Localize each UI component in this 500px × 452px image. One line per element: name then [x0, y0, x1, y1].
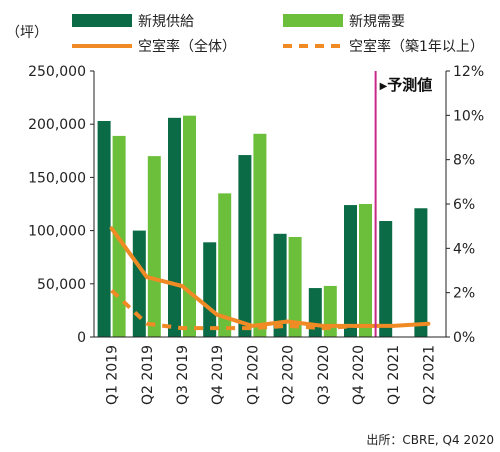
left-axis-unit: （坪）: [6, 25, 48, 41]
legend-label: 新規需要: [349, 14, 405, 30]
forecast-label: ▶予測値: [380, 76, 433, 94]
bar-新規需要: [253, 133, 267, 337]
legend-item-新規供給: 新規供給: [72, 14, 194, 30]
bar-新規供給: [414, 208, 428, 337]
x-tick-label: Q2 2019: [140, 345, 156, 405]
left-tick-label: 150,000: [28, 170, 86, 186]
right-tick-label: 8%: [453, 153, 475, 169]
x-tick-label: Q4 2019: [210, 345, 226, 405]
legend-label: 空室率（築1年以上）: [349, 38, 484, 55]
bar-新規供給: [203, 242, 217, 337]
source-note: 出所：CBRE, Q4 2020: [366, 433, 494, 447]
x-tick-label: Q3 2020: [316, 345, 332, 405]
right-tick-label: 12%: [453, 64, 484, 80]
x-tick-label: Q2 2020: [281, 345, 297, 405]
x-tick-label: Q2 2021: [421, 345, 437, 405]
legend-swatch: [283, 14, 343, 27]
line-空室率-築1年以上: [110, 288, 359, 331]
left-tick-label: 100,000: [28, 224, 86, 240]
x-tick-label: Q1 2020: [245, 345, 261, 405]
bar-series: [97, 115, 428, 338]
bar-新規供給: [238, 155, 252, 337]
bar-新規供給: [344, 205, 357, 337]
left-tick-label: 250,000: [28, 64, 86, 80]
x-tick-label: Q3 2019: [175, 345, 191, 405]
legend-item-空室率-全体: 空室率（全体）: [72, 38, 236, 55]
right-tick-label: 10%: [453, 108, 484, 124]
bar-新規需要: [147, 156, 161, 337]
forecast-label-text: 予測値: [387, 76, 432, 94]
left-tick-label: 0: [77, 330, 86, 346]
bar-新規供給: [379, 221, 393, 337]
legend-item-新規需要: 新規需要: [283, 14, 405, 30]
x-tick-label: Q1 2019: [105, 345, 121, 405]
bar-新規供給: [97, 121, 111, 338]
bar-新規需要: [288, 236, 302, 337]
x-tick-label: Q4 2020: [351, 345, 367, 405]
legend-label: 新規供給: [138, 14, 194, 30]
bar-新規需要: [218, 193, 232, 337]
left-tick-label: 50,000: [37, 277, 86, 293]
forecast-marker: ▶予測値: [374, 71, 433, 337]
right-tick-label: 0%: [453, 330, 475, 346]
right-tick-label: 4%: [453, 241, 475, 257]
bar-新規需要: [183, 115, 196, 337]
right-axis: 0% 2% 4% 6% 8% 10% 12%: [445, 64, 484, 346]
bar-新規需要: [359, 204, 372, 337]
forecast-arrow-icon: ▶: [380, 81, 388, 92]
left-axis: 0 50,000 100,000 150,000 200,000 250,000: [28, 64, 95, 346]
legend-swatch: [72, 14, 132, 27]
x-axis: Q1 2019 Q2 2019 Q3 2019 Q4 2019 Q1 2020 Q2 20…: [94, 336, 446, 405]
legend-label: 空室率（全体）: [138, 38, 236, 55]
bar-新規供給: [273, 233, 287, 337]
x-tick-label: Q1 2021: [386, 345, 402, 405]
bar-新規供給: [132, 230, 146, 337]
right-tick-label: 2%: [453, 286, 475, 302]
legend-item-空室率-築1年以上: 空室率（築1年以上）: [283, 38, 484, 55]
bar-新規供給: [168, 117, 181, 337]
left-tick-label: 200,000: [28, 117, 86, 133]
bar-新規供給: [308, 288, 322, 337]
right-tick-label: 6%: [453, 197, 475, 213]
